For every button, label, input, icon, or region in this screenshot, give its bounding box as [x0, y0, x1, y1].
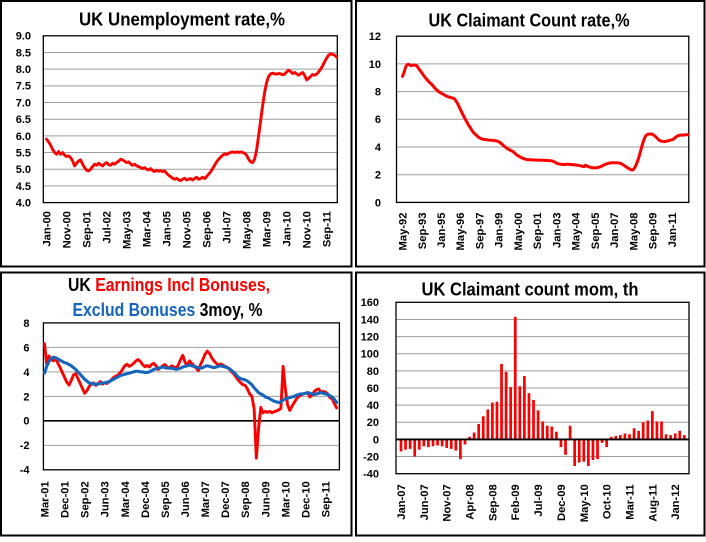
svg-text:0: 0: [23, 416, 29, 428]
svg-text:Feb-09: Feb-09: [510, 484, 522, 520]
svg-text:Jan-99: Jan-99: [494, 213, 506, 248]
svg-text:7.5: 7.5: [16, 81, 31, 93]
svg-text:6.0: 6.0: [16, 131, 31, 143]
svg-text:Sep-08: Sep-08: [487, 484, 499, 521]
svg-text:Sep-01: Sep-01: [82, 211, 94, 248]
svg-text:5.0: 5.0: [16, 164, 31, 176]
svg-text:Dec-01: Dec-01: [60, 481, 72, 518]
svg-text:2: 2: [375, 170, 381, 182]
svg-text:May-04: May-04: [571, 212, 583, 251]
svg-text:8: 8: [23, 318, 29, 330]
svg-text:Nov-07: Nov-07: [442, 484, 454, 521]
svg-text:160: 160: [361, 297, 379, 309]
svg-text:Dec-07: Dec-07: [220, 481, 232, 518]
svg-text:0: 0: [373, 434, 379, 446]
svg-text:2: 2: [23, 391, 29, 403]
svg-text:-2: -2: [20, 440, 30, 452]
svg-text:40: 40: [367, 400, 379, 412]
svg-text:4: 4: [23, 367, 30, 379]
svg-text:Jan-95: Jan-95: [436, 213, 448, 248]
svg-text:Jul-02: Jul-02: [102, 211, 114, 243]
svg-text:9.0: 9.0: [16, 31, 31, 43]
svg-text:20: 20: [367, 417, 379, 429]
svg-text:120: 120: [361, 331, 379, 343]
svg-text:UK Claimant count mom, th: UK Claimant count mom, th: [422, 279, 639, 300]
svg-text:-20: -20: [363, 451, 379, 463]
svg-text:UK Claimant Count rate,%: UK Claimant Count rate,%: [429, 10, 630, 31]
svg-text:Sep-06: Sep-06: [202, 211, 214, 248]
svg-text:10: 10: [369, 59, 381, 71]
svg-text:Aug-11: Aug-11: [647, 484, 659, 521]
svg-text:Jun-07: Jun-07: [419, 484, 431, 520]
svg-text:Mar-04: Mar-04: [142, 210, 154, 247]
svg-text:Sep-05: Sep-05: [590, 213, 602, 250]
svg-text:Sep-02: Sep-02: [80, 481, 92, 518]
svg-text:Exclud Bonuses 3moy, %: Exclud Bonuses 3moy, %: [73, 299, 263, 320]
svg-text:Jan-03: Jan-03: [551, 213, 563, 248]
svg-text:May-08: May-08: [628, 213, 640, 251]
svg-text:Jan-00: Jan-00: [42, 211, 54, 246]
svg-text:May-10: May-10: [579, 484, 591, 522]
svg-text:Sep-05: Sep-05: [160, 481, 172, 518]
svg-text:5.5: 5.5: [16, 147, 31, 159]
svg-text:7.0: 7.0: [16, 97, 31, 109]
svg-text:UK Earnings Incl Bonuses,: UK Earnings Incl Bonuses,: [68, 274, 270, 295]
svg-text:May-00: May-00: [513, 213, 525, 251]
svg-text:Jan-07: Jan-07: [396, 484, 408, 519]
svg-text:Apr-08: Apr-08: [465, 484, 477, 519]
svg-text:Mar-09: Mar-09: [262, 211, 274, 247]
svg-text:Jun-03: Jun-03: [100, 481, 112, 517]
svg-text:Jun-06: Jun-06: [180, 481, 192, 517]
svg-text:UK Unemployment rate,%: UK Unemployment rate,%: [79, 9, 285, 30]
svg-text:Sep-11: Sep-11: [320, 481, 332, 517]
svg-text:6: 6: [375, 114, 381, 126]
svg-text:Jul-09: Jul-09: [533, 484, 545, 516]
svg-text:May-92: May-92: [398, 213, 410, 251]
svg-text:May-08: May-08: [242, 211, 254, 249]
svg-text:Jul-07: Jul-07: [222, 211, 234, 243]
svg-text:Jan-05: Jan-05: [162, 211, 174, 246]
svg-text:4.0: 4.0: [16, 198, 31, 210]
svg-text:May-03: May-03: [122, 211, 134, 249]
svg-text:6.5: 6.5: [16, 114, 31, 126]
svg-text:-4: -4: [20, 465, 31, 477]
svg-text:Sep-93: Sep-93: [417, 213, 429, 250]
svg-text:Jan-11: Jan-11: [667, 213, 679, 248]
svg-text:Sep-08: Sep-08: [240, 481, 252, 518]
svg-text:Mar-04: Mar-04: [120, 481, 132, 518]
svg-text:Jan-12: Jan-12: [670, 484, 682, 519]
svg-text:Mar-07: Mar-07: [200, 481, 212, 517]
svg-text:100: 100: [361, 349, 379, 361]
svg-text:Mar-01: Mar-01: [40, 481, 52, 517]
svg-text:60: 60: [367, 383, 379, 395]
svg-text:-40: -40: [363, 469, 379, 481]
svg-text:12: 12: [369, 31, 381, 43]
svg-text:6: 6: [23, 342, 29, 354]
svg-text:8.0: 8.0: [16, 64, 31, 76]
svg-text:Dec-04: Dec-04: [140, 481, 152, 518]
svg-text:Sep-01: Sep-01: [532, 213, 544, 250]
svg-text:Jan-10: Jan-10: [282, 211, 294, 246]
svg-text:Mar-11: Mar-11: [625, 484, 637, 519]
svg-text:Jun-09: Jun-09: [260, 481, 272, 517]
svg-text:Sep-09: Sep-09: [648, 213, 660, 250]
svg-text:0: 0: [375, 197, 381, 209]
svg-text:Dec-09: Dec-09: [556, 484, 568, 521]
svg-text:Jan-07: Jan-07: [609, 213, 621, 248]
svg-text:Oct-10: Oct-10: [602, 484, 614, 519]
svg-text:Nov-05: Nov-05: [182, 211, 194, 248]
svg-text:May-96: May-96: [455, 213, 467, 251]
svg-text:4.5: 4.5: [16, 181, 31, 193]
svg-text:Sep-11: Sep-11: [322, 211, 334, 247]
svg-text:4: 4: [375, 142, 382, 154]
svg-text:Mar-10: Mar-10: [280, 481, 292, 517]
svg-text:Nov-00: Nov-00: [62, 211, 74, 248]
svg-text:Dec-10: Dec-10: [300, 481, 312, 518]
svg-text:Sep-97: Sep-97: [474, 213, 486, 250]
svg-text:Nov-10: Nov-10: [302, 211, 314, 248]
svg-text:80: 80: [367, 366, 379, 378]
svg-text:8: 8: [375, 87, 381, 99]
svg-text:8.5: 8.5: [16, 47, 31, 59]
svg-text:140: 140: [361, 314, 379, 326]
